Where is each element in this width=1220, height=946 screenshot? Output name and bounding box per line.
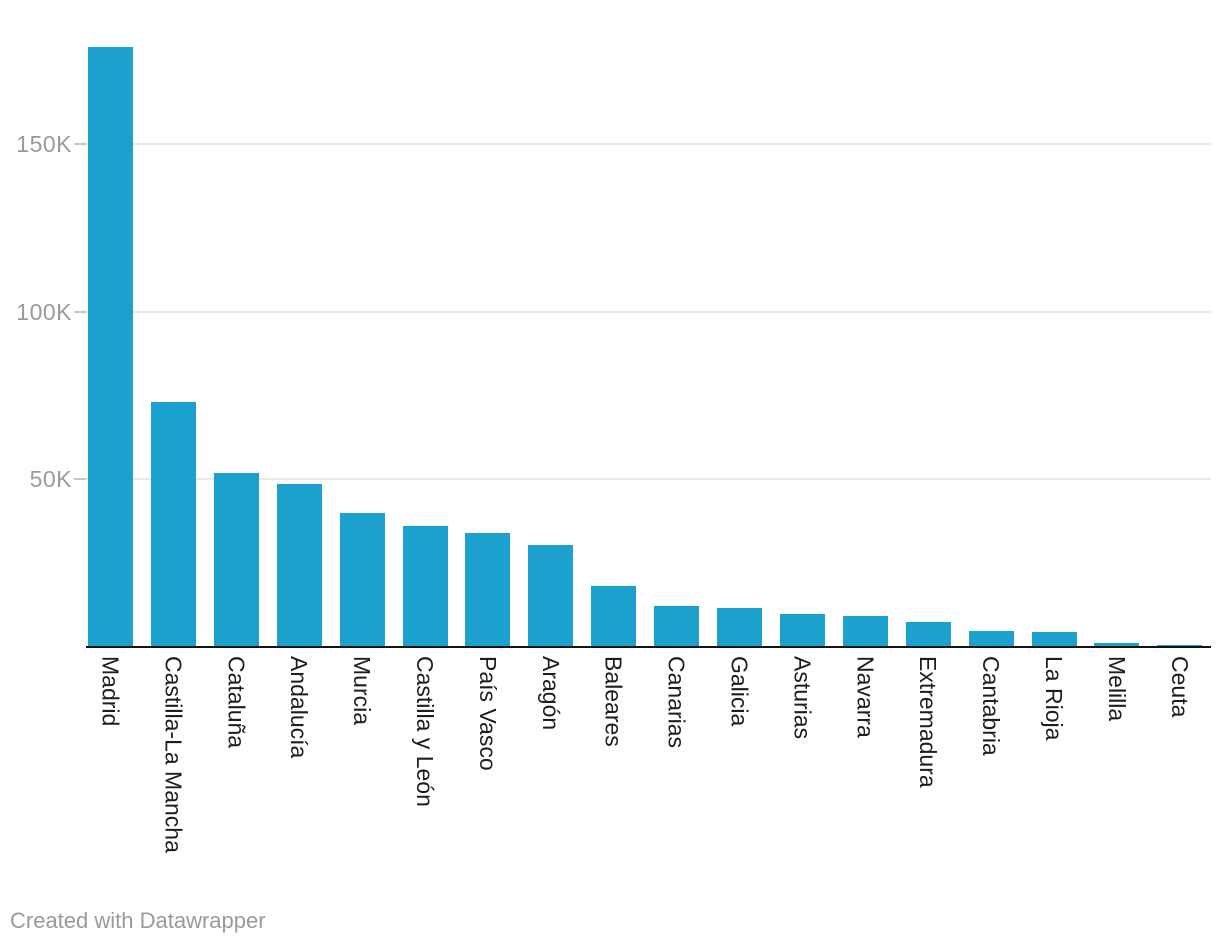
bar-baleares[interactable] [591, 586, 637, 647]
x-axis-label-asturias: Asturias [789, 656, 816, 740]
bar-andaluc-a[interactable] [276, 483, 322, 647]
gridline-150k [86, 143, 1211, 145]
x-axis-label-canarias: Canarias [663, 656, 690, 749]
x-axis-label-murcia: Murcia [349, 656, 376, 726]
bar-pa-s-vasco[interactable] [465, 532, 511, 647]
datawrapper-attribution-link[interactable]: Created with Datawrapper [10, 908, 266, 933]
gridline-100k [86, 310, 1211, 313]
y-axis-tick-label-100k: 100K [16, 298, 72, 325]
bar-catalu-a[interactable] [213, 472, 259, 647]
bar-canarias[interactable] [654, 606, 700, 647]
bar-castilla-y-le-n[interactable] [402, 525, 448, 647]
x-axis-label-madrid: Madrid [97, 656, 124, 727]
x-axis-label-navarra: Navarra [852, 656, 879, 738]
y-axis-tick-mark-50k [74, 478, 86, 481]
bar-asturias[interactable] [779, 613, 825, 647]
bar-cantabria[interactable] [968, 630, 1014, 647]
bar-galicia[interactable] [717, 608, 762, 647]
x-axis-label-castilla-la-mancha: Castilla-La Mancha [160, 656, 187, 853]
attribution: Created with Datawrapper [10, 907, 266, 935]
bar-extremadura[interactable] [905, 621, 951, 647]
x-axis-label-arag-n: Aragón [537, 656, 564, 731]
y-axis-tick-mark-150k [74, 143, 86, 145]
bar-navarra[interactable] [842, 616, 888, 647]
x-axis-line [86, 645, 1211, 649]
x-axis-label-extremadura: Extremadura [915, 656, 942, 788]
x-axis-label-pa-s-vasco: País Vasco [474, 656, 501, 771]
x-axis-label-ceuta: Ceuta [1166, 656, 1193, 718]
y-axis-tick-mark-100k [74, 310, 86, 313]
bar-arag-n[interactable] [528, 545, 574, 647]
y-axis-tick-label-50k: 50K [29, 466, 72, 493]
x-axis-label-catalu-a: Cataluña [223, 656, 250, 749]
bar-la-rioja[interactable] [1031, 631, 1077, 647]
x-axis-label-cantabria: Cantabria [978, 656, 1005, 756]
bar-castilla-la-mancha[interactable] [150, 401, 196, 647]
gridline-50k [86, 478, 1211, 481]
x-axis-label-baleares: Baleares [600, 656, 627, 747]
bar-madrid[interactable] [88, 46, 133, 647]
y-axis-tick-label-150k: 150K [16, 131, 72, 157]
bar-melilla[interactable] [1094, 643, 1140, 647]
bar-murcia[interactable] [339, 513, 385, 647]
x-axis-label-castilla-y-le-n: Castilla y León [412, 656, 438, 807]
x-axis-label-la-rioja: La Rioja [1041, 656, 1067, 741]
x-axis-label-andaluc-a: Andalucía [286, 656, 313, 759]
x-axis-label-galicia: Galicia [726, 656, 753, 727]
x-axis-label-melilla: Melilla [1103, 656, 1130, 722]
